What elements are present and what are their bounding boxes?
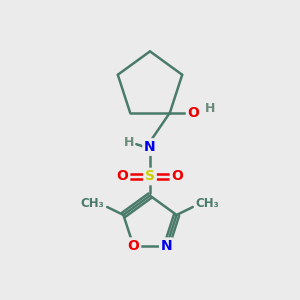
Text: CH₃: CH₃ xyxy=(196,197,220,210)
Text: O: O xyxy=(117,169,129,184)
Text: H: H xyxy=(205,102,215,115)
Text: N: N xyxy=(144,140,156,154)
Text: CH₃: CH₃ xyxy=(80,197,104,210)
Text: N: N xyxy=(160,239,172,253)
Text: S: S xyxy=(145,169,155,184)
Text: N: N xyxy=(160,239,172,253)
Text: S: S xyxy=(145,169,155,184)
Text: O: O xyxy=(188,106,200,120)
Text: H: H xyxy=(124,136,135,149)
Text: O: O xyxy=(171,169,183,184)
Text: O: O xyxy=(128,239,140,253)
Text: O: O xyxy=(188,106,200,120)
Text: O: O xyxy=(117,169,129,184)
Text: N: N xyxy=(144,140,156,154)
Text: O: O xyxy=(171,169,183,184)
Text: O: O xyxy=(128,239,140,253)
